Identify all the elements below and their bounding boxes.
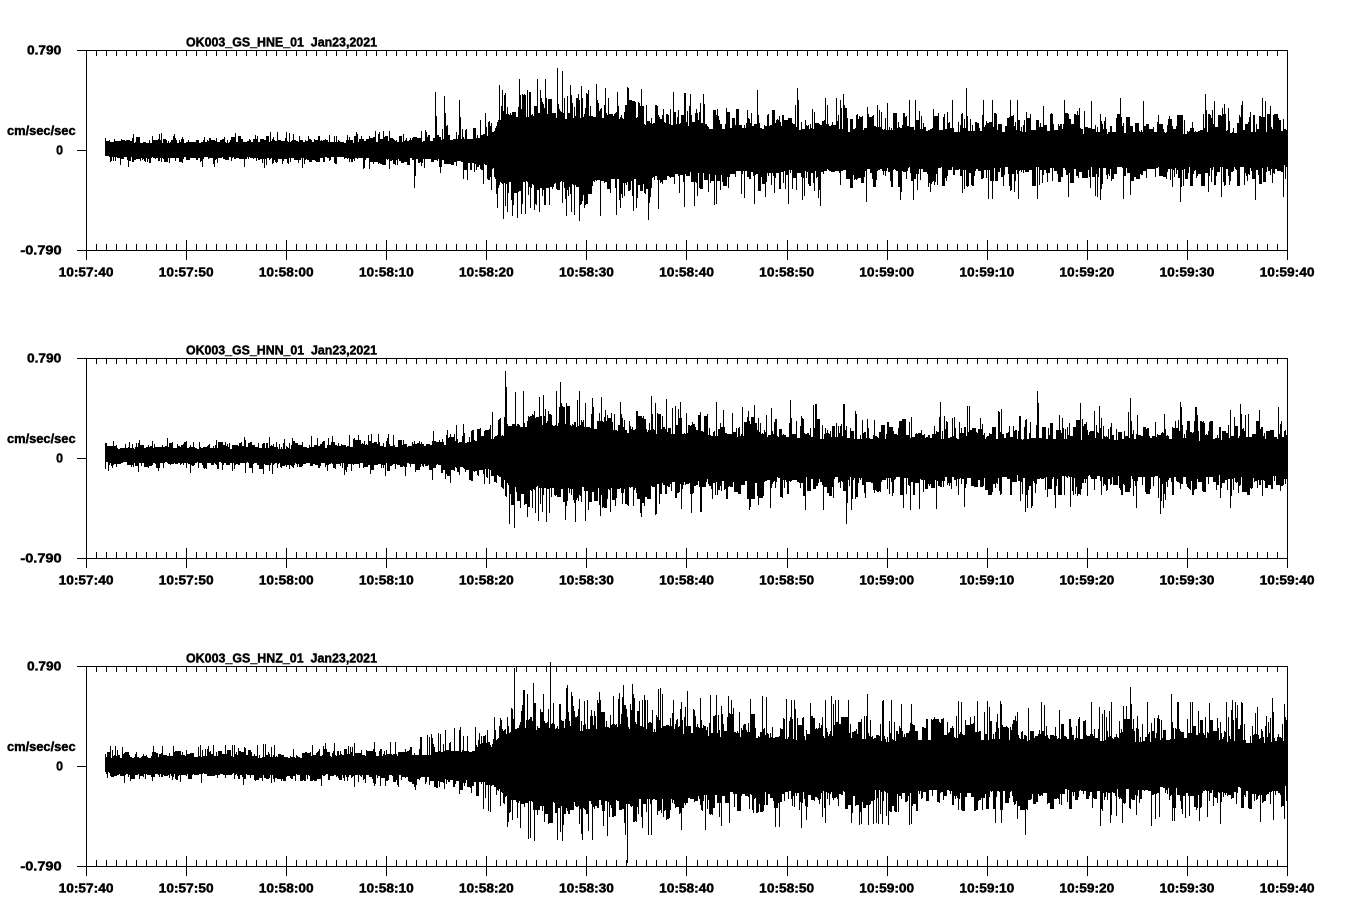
svg-text:10:57:40: 10:57:40: [59, 881, 114, 896]
svg-text:10:57:40: 10:57:40: [59, 265, 114, 280]
svg-text:-0.790: -0.790: [20, 243, 61, 258]
svg-text:10:59:40: 10:59:40: [1260, 881, 1315, 896]
svg-text:10:59:10: 10:59:10: [959, 881, 1014, 896]
svg-text:0: 0: [56, 451, 63, 466]
svg-text:10:58:30: 10:58:30: [559, 573, 614, 588]
svg-text:10:59:20: 10:59:20: [1059, 573, 1114, 588]
svg-text:10:58:10: 10:58:10: [359, 265, 414, 280]
svg-text:10:57:40: 10:57:40: [59, 573, 114, 588]
svg-text:10:59:20: 10:59:20: [1059, 265, 1114, 280]
svg-text:cm/sec/sec: cm/sec/sec: [7, 123, 76, 138]
svg-text:10:59:00: 10:59:00: [859, 265, 914, 280]
svg-text:0.790: 0.790: [27, 659, 61, 674]
svg-text:cm/sec/sec: cm/sec/sec: [7, 431, 76, 446]
svg-text:10:59:40: 10:59:40: [1260, 265, 1315, 280]
svg-text:10:59:30: 10:59:30: [1160, 265, 1215, 280]
svg-text:10:59:10: 10:59:10: [959, 573, 1014, 588]
svg-text:10:59:10: 10:59:10: [959, 265, 1014, 280]
svg-text:10:57:50: 10:57:50: [159, 573, 214, 588]
svg-text:10:59:00: 10:59:00: [859, 881, 914, 896]
svg-text:OK003_GS_HNN_01 Jan23,2021: OK003_GS_HNN_01 Jan23,2021: [186, 342, 377, 357]
svg-text:10:58:40: 10:58:40: [659, 265, 714, 280]
svg-text:0: 0: [56, 143, 63, 158]
svg-text:10:58:00: 10:58:00: [259, 881, 314, 896]
svg-text:10:57:50: 10:57:50: [159, 881, 214, 896]
svg-text:10:59:30: 10:59:30: [1160, 573, 1215, 588]
svg-text:10:58:50: 10:58:50: [759, 573, 814, 588]
svg-text:-0.790: -0.790: [20, 859, 61, 874]
svg-text:0: 0: [56, 759, 63, 774]
svg-text:10:58:10: 10:58:10: [359, 881, 414, 896]
svg-text:10:58:50: 10:58:50: [759, 881, 814, 896]
svg-text:10:58:50: 10:58:50: [759, 265, 814, 280]
svg-text:10:58:00: 10:58:00: [259, 265, 314, 280]
svg-text:cm/sec/sec: cm/sec/sec: [7, 739, 76, 754]
svg-text:OK003_GS_HNE_01 Jan23,2021: OK003_GS_HNE_01 Jan23,2021: [186, 34, 377, 49]
svg-text:10:58:30: 10:58:30: [559, 881, 614, 896]
svg-text:10:58:40: 10:58:40: [659, 881, 714, 896]
svg-text:10:59:30: 10:59:30: [1160, 881, 1215, 896]
svg-text:10:58:30: 10:58:30: [559, 265, 614, 280]
svg-text:0.790: 0.790: [27, 43, 61, 58]
svg-text:OK003_GS_HNZ_01 Jan23,2021: OK003_GS_HNZ_01 Jan23,2021: [186, 650, 377, 665]
svg-text:10:58:40: 10:58:40: [659, 573, 714, 588]
svg-text:10:59:40: 10:59:40: [1260, 573, 1315, 588]
svg-text:10:59:00: 10:59:00: [859, 573, 914, 588]
svg-text:10:58:20: 10:58:20: [459, 265, 514, 280]
svg-text:-0.790: -0.790: [20, 551, 61, 566]
svg-text:10:58:00: 10:58:00: [259, 573, 314, 588]
svg-text:10:58:20: 10:58:20: [459, 881, 514, 896]
svg-text:10:58:20: 10:58:20: [459, 573, 514, 588]
svg-text:10:59:20: 10:59:20: [1059, 881, 1114, 896]
svg-text:10:57:50: 10:57:50: [159, 265, 214, 280]
svg-text:10:58:10: 10:58:10: [359, 573, 414, 588]
svg-text:0.790: 0.790: [27, 351, 61, 366]
